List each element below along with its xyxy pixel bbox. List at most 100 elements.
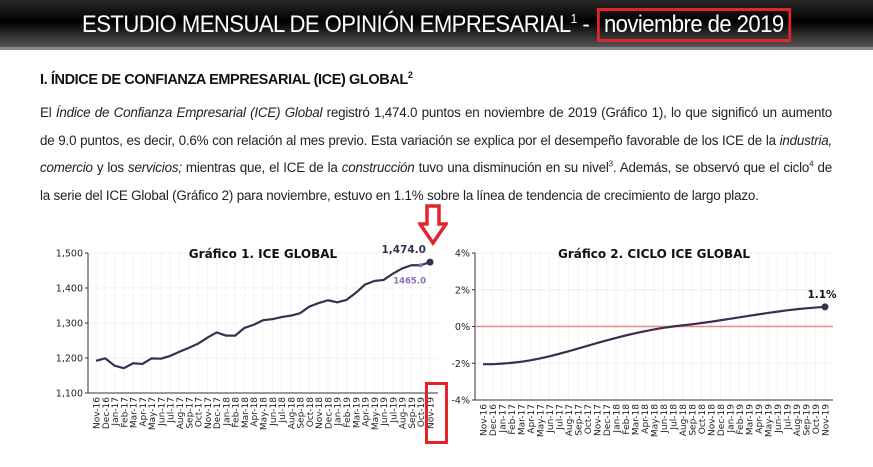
x-tick-label: Aug-19 bbox=[793, 404, 803, 437]
x-tick-label: Nov-17 bbox=[204, 397, 214, 429]
text: y los bbox=[92, 160, 129, 175]
footnote-ref: 4 bbox=[809, 159, 814, 169]
y-tick-label: 4% bbox=[455, 249, 470, 260]
x-tick-label: Apr-19 bbox=[755, 404, 765, 434]
x-tick-label: Mar-18 bbox=[241, 397, 251, 428]
x-tick-label: Nov-16 bbox=[93, 397, 103, 429]
y-tick-label: 1,200 bbox=[56, 354, 83, 365]
x-tick-label: Jan-19 bbox=[727, 404, 737, 434]
x-tick-label: Apr-17 bbox=[139, 397, 149, 427]
data-point bbox=[426, 258, 434, 266]
x-tick-label: Sep-17 bbox=[575, 404, 585, 436]
x-tick-label: Dec-18 bbox=[324, 397, 334, 429]
text: tuvo una disminución en su nivel bbox=[414, 160, 609, 175]
x-tick-label: Mar-19 bbox=[746, 404, 756, 435]
x-tick-label: Apr-17 bbox=[527, 404, 537, 434]
x-tick-label: Sep-17 bbox=[185, 397, 195, 429]
x-tick-label: Jun-18 bbox=[660, 404, 670, 434]
last-value-label: 1,474.0 bbox=[381, 244, 426, 256]
x-tick-label: Nov-18 bbox=[708, 404, 718, 436]
section-heading: I. ÍNDICE DE CONFIANZA EMPRESARIAL (ICE)… bbox=[40, 70, 413, 88]
x-tick-label: Jan-18 bbox=[613, 404, 623, 434]
x-tick-label: Aug-18 bbox=[679, 404, 689, 437]
x-tick-label: Sep-18 bbox=[297, 397, 307, 429]
y-tick-label: -4% bbox=[452, 396, 471, 407]
last-value-label: 1.1% bbox=[807, 289, 837, 301]
footnote-ref: 3 bbox=[608, 159, 613, 169]
x-tick-label: Feb-17 bbox=[508, 404, 518, 435]
x-tick-label: Oct-19 bbox=[417, 397, 427, 428]
y-tick-label: 1,300 bbox=[56, 319, 83, 330]
x-tick-label: Nov-18 bbox=[315, 397, 325, 429]
chart-title: Gráfico 2. CICLO ICE GLOBAL bbox=[558, 247, 750, 261]
highlighted-date: noviembre de 2019 bbox=[596, 8, 791, 42]
x-tick-label: Jul-18 bbox=[278, 397, 288, 424]
text-italic: construcción bbox=[341, 160, 415, 175]
x-tick-label: Jul-19 bbox=[784, 404, 794, 431]
x-tick-label: May-17 bbox=[148, 397, 158, 430]
x-tick-label: Jan-17 bbox=[499, 404, 509, 434]
x-tick-label: Feb-19 bbox=[343, 397, 353, 428]
x-tick-label: Dec-17 bbox=[213, 397, 223, 429]
x-tick-label: May-17 bbox=[537, 404, 547, 437]
x-tick-label: Oct-18 bbox=[306, 397, 316, 428]
chart-ciclo-ice-global: -4%-2%0%2%4%Nov-16 Dec-16 Jan-17 Feb-17 Mar-… bbox=[452, 247, 838, 437]
previous-value-point bbox=[418, 263, 423, 268]
previous-value-label: 1465.0 bbox=[393, 276, 426, 286]
x-tick-label: Jan-17 bbox=[111, 397, 121, 427]
highlight-box-nov19 bbox=[425, 382, 448, 444]
x-tick-label: Jan-19 bbox=[334, 397, 344, 427]
x-tick-label: Sep-19 bbox=[408, 397, 418, 429]
x-tick-label: Jun-17 bbox=[546, 404, 556, 434]
x-tick-label: Apr-18 bbox=[250, 397, 260, 427]
x-tick-label: May-18 bbox=[651, 404, 661, 437]
y-tick-label: 1,100 bbox=[56, 389, 83, 400]
text: mientras que, el ICE de la bbox=[181, 160, 342, 175]
x-tick-label: Sep-19 bbox=[803, 404, 813, 436]
x-tick-label: Feb-19 bbox=[736, 404, 746, 435]
text: registró 1,474.0 puntos en noviembre de … bbox=[40, 105, 832, 148]
x-tick-label: Feb-18 bbox=[622, 404, 632, 435]
x-tick-label: Jun-18 bbox=[269, 397, 279, 427]
x-tick-label: Nov-19 bbox=[822, 404, 832, 436]
x-tick-label: Jun-19 bbox=[380, 397, 390, 427]
x-tick-label: Jan-18 bbox=[222, 397, 232, 427]
x-tick-label: Mar-19 bbox=[352, 397, 362, 428]
x-tick-label: Feb-17 bbox=[120, 397, 130, 428]
x-tick-label: Jul-17 bbox=[167, 397, 177, 424]
x-tick-label: Oct-19 bbox=[812, 404, 822, 435]
data-point bbox=[821, 303, 829, 311]
x-tick-label: Nov-17 bbox=[594, 404, 604, 436]
x-tick-label: May-18 bbox=[260, 397, 270, 430]
x-tick-label: May-19 bbox=[371, 397, 381, 430]
x-tick-label: Nov-19 bbox=[427, 397, 437, 429]
text: de la serie del ICE Global (Gráfico 2) p… bbox=[40, 160, 832, 203]
x-tick-label: Jul-19 bbox=[389, 397, 399, 424]
title-text: ESTUDIO MENSUAL DE OPINIÓN EMPRESARIAL bbox=[82, 11, 571, 38]
report-title: ESTUDIO MENSUAL DE OPINIÓN EMPRESARIAL1 … bbox=[35, 8, 838, 42]
text-italic: Índice de Confianza Empresarial (ICE) Gl… bbox=[55, 105, 323, 120]
y-tick-label: -2% bbox=[452, 359, 471, 370]
y-tick-label: 0% bbox=[455, 322, 470, 333]
y-tick-label: 2% bbox=[455, 285, 470, 296]
red-arrow-down-icon bbox=[418, 204, 448, 246]
x-tick-label: Jul-17 bbox=[556, 404, 566, 431]
x-tick-label: Oct-17 bbox=[584, 404, 594, 434]
x-tick-label: Dec-17 bbox=[603, 404, 613, 436]
x-tick-label: Jun-17 bbox=[157, 397, 167, 427]
x-tick-label: Dec-16 bbox=[102, 397, 112, 429]
x-tick-label: Mar-17 bbox=[518, 404, 528, 435]
y-tick-label: 1,400 bbox=[56, 284, 83, 295]
x-tick-label: Dec-16 bbox=[489, 404, 499, 436]
x-tick-label: Feb-18 bbox=[232, 397, 242, 428]
chart-title: Gráfico 1. ICE GLOBAL bbox=[189, 247, 338, 261]
text-italic: servicios; bbox=[128, 160, 182, 175]
x-tick-label: Oct-18 bbox=[698, 404, 708, 435]
x-tick-label: Aug-19 bbox=[399, 397, 409, 430]
x-tick-label: Aug-17 bbox=[176, 397, 186, 429]
x-tick-label: Aug-18 bbox=[287, 397, 297, 430]
y-tick-label: 1,500 bbox=[56, 249, 83, 260]
x-tick-label: Nov-16 bbox=[480, 404, 490, 436]
x-tick-label: Mar-18 bbox=[632, 404, 642, 435]
